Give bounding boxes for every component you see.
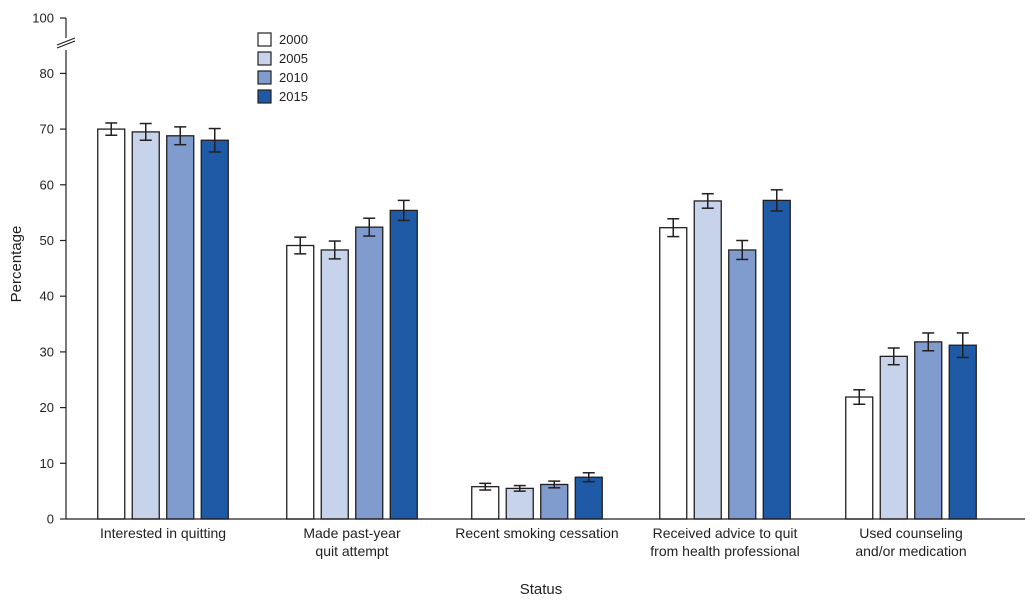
bar-2015 (389, 209, 418, 520)
legend: 2000 2005 2010 2015 (257, 32, 308, 104)
x-tick-label: from health professional (650, 543, 799, 559)
bar-2000 (471, 486, 500, 520)
bar-2000 (286, 244, 315, 520)
x-axis-title: Status (520, 581, 563, 598)
axis-break-mark (56, 37, 76, 46)
bar-2010 (166, 135, 195, 520)
bar-2015 (200, 139, 229, 520)
labels-layer: 0 10 20 30 40 50 60 70 80 100 Interested in quitti… (32, 11, 966, 560)
bar-2010 (914, 341, 943, 520)
x-tick-label: Used counseling (859, 525, 963, 541)
bar-2000 (659, 227, 688, 520)
y-tick-label: 40 (40, 289, 54, 304)
legend-swatch-2015 (257, 89, 272, 104)
x-tick-label: Recent smoking cessation (455, 525, 618, 541)
x-tick-label: Made past-year (303, 525, 401, 541)
bar-2005 (320, 249, 349, 520)
bar-2015 (762, 199, 791, 520)
bar-2005 (505, 487, 534, 520)
axis-break-mark (56, 40, 76, 49)
legend-label: 2010 (279, 70, 308, 85)
y-tick-label: 60 (40, 177, 54, 192)
legend-label: 2000 (279, 32, 308, 47)
legend-swatch-2005 (257, 51, 272, 66)
bar-2015 (948, 344, 977, 520)
bar-2010 (355, 226, 384, 520)
bar-2005 (879, 355, 908, 520)
x-tick-label: Received advice to quit (653, 525, 798, 541)
y-tick-label: 50 (40, 233, 54, 248)
y-tick-label: 10 (40, 456, 54, 471)
bar-2005 (131, 131, 160, 520)
legend-swatch-2000 (257, 32, 272, 47)
y-tick-label: 80 (40, 66, 54, 81)
bar-2005 (693, 200, 722, 520)
bar-2015 (574, 476, 603, 520)
legend-label: 2015 (279, 89, 308, 104)
bars-layer (97, 128, 977, 520)
y-tick-label: 20 (40, 400, 54, 415)
bar-2000 (845, 396, 874, 520)
bar-2000 (97, 128, 126, 520)
error-bars-layer (105, 122, 969, 492)
legend-label: 2005 (279, 51, 308, 66)
bar-2010 (728, 249, 757, 520)
x-tick-label: and/or medication (855, 543, 966, 559)
y-tick-label: 30 (40, 344, 54, 359)
bar-2010 (540, 483, 569, 520)
y-tick-label: 70 (40, 122, 54, 137)
y-tick-label: 100 (32, 11, 54, 26)
x-tick-label: Interested in quitting (100, 525, 226, 541)
legend-swatch-2010 (257, 70, 272, 85)
y-tick-label: 0 (47, 512, 54, 527)
y-axis-title: Percentage (8, 226, 25, 303)
axes-layer (56, 17, 1025, 520)
x-tick-label: quit attempt (315, 543, 388, 559)
